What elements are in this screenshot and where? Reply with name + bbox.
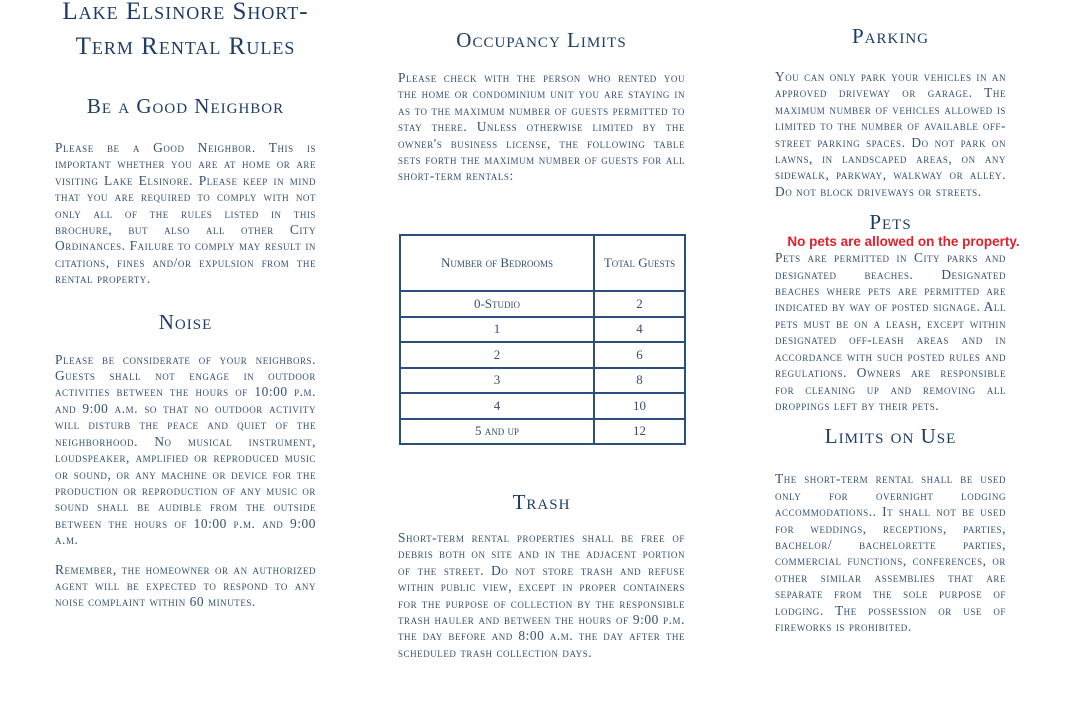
- bedrooms-cell: 3: [399, 366, 595, 394]
- trash-heading: Trash: [512, 490, 571, 514]
- guests-cell: 12: [593, 417, 686, 445]
- noise-body: Please be considerate of your neighbors.…: [55, 351, 316, 548]
- table-header-row: Number of Bedrooms Total Guests: [399, 234, 686, 292]
- limits-body: The short-term rental shall be used only…: [775, 471, 1006, 634]
- guests-cell: 2: [593, 290, 686, 318]
- guests-cell: 6: [593, 341, 686, 369]
- limits-heading: Limits on Use: [824, 424, 957, 449]
- header-bedrooms: Number of Bedrooms: [399, 234, 595, 292]
- pets-heading: Pets: [869, 210, 912, 235]
- occupancy-table: Number of Bedrooms Total Guests 0-Studio…: [399, 234, 686, 445]
- bedrooms-cell: 0-Studio: [399, 290, 595, 318]
- page-title: Lake Elsinore Short-Term Rental Rules: [62, 0, 309, 60]
- bedrooms-cell: 4: [399, 392, 595, 420]
- occupancy-heading: Occupancy Limits: [456, 28, 627, 52]
- good-neighbor-heading: Be a Good Neighbor: [86, 94, 285, 118]
- bedrooms-cell: 1: [399, 315, 595, 343]
- bedrooms-cell: 5 and up: [399, 417, 595, 445]
- bedrooms-cell: 2: [399, 341, 595, 369]
- no-pets-notice: No pets are allowed on the property.: [787, 234, 1020, 250]
- header-guests: Total Guests: [593, 234, 686, 292]
- table-row: 5 and up 12: [399, 417, 686, 445]
- noise-body-2: Remember, the homeowner or an authorized…: [55, 561, 316, 610]
- column-left: Lake Elsinore Short-Term Rental Rules Be…: [55, 0, 316, 611]
- guests-cell: 4: [593, 315, 686, 343]
- trash-section: Trash Short-term rental properties shall…: [398, 490, 685, 661]
- column-middle: Occupancy Limits Please check with the p…: [398, 28, 685, 185]
- trash-body: Short-term rental properties shall be fr…: [398, 530, 685, 660]
- guests-cell: 10: [593, 392, 686, 420]
- pets-body: Pets are permitted in City parks and des…: [775, 250, 1006, 413]
- noise-heading: Noise: [158, 309, 213, 334]
- parking-body: You can only park your vehicles in an ap…: [775, 69, 1006, 199]
- occupancy-body: Please check with the person who rented …: [398, 70, 685, 184]
- guests-cell: 8: [593, 366, 686, 394]
- parking-heading: Parking: [851, 24, 929, 48]
- table-row: 0-Studio 2: [399, 290, 686, 318]
- good-neighbor-body: Please be a Good Neighbor. This is impor…: [55, 140, 316, 287]
- table-row: 4 10: [399, 392, 686, 420]
- column-right: Parking You can only park your vehicles …: [775, 24, 1020, 635]
